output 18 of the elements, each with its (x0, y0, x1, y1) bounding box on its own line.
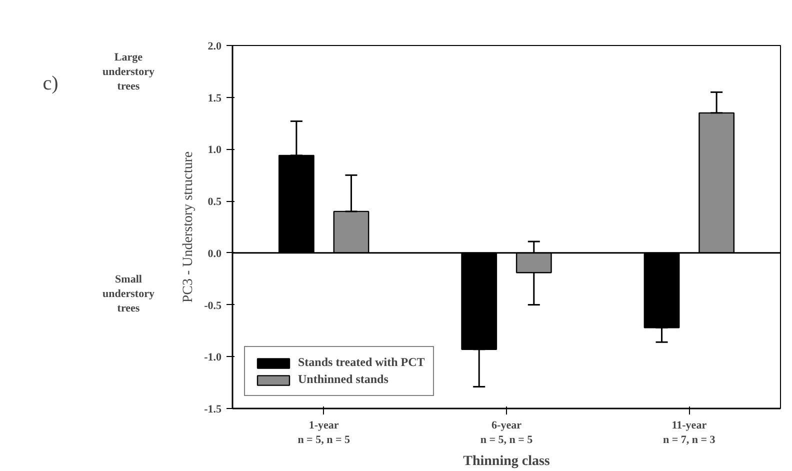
legend-label: Stands treated with PCT (298, 355, 425, 370)
legend-label: Unthinned stands (298, 372, 388, 387)
y-tick-label: -0.5 (204, 300, 222, 312)
y-axis-title: PC3 - Understory structure (181, 151, 196, 303)
x-tick-label: 1-year n = 5, n = 5 (298, 420, 350, 446)
x-tick-label: 6-year n = 5, n = 5 (480, 420, 534, 446)
y-tick-label: 1.0 (208, 144, 222, 156)
x-axis-title: Thinning class (463, 454, 550, 469)
text: Large understory trees (102, 52, 155, 92)
y-tick-label: 0.0 (208, 248, 222, 260)
y-tick-label: 0.5 (208, 196, 222, 208)
x-tick-label: 11-year n = 7, n = 3 (663, 420, 716, 446)
y-tick-label: -1.0 (204, 352, 222, 364)
text: Small understory trees (102, 274, 155, 314)
y-tick-label: 1.5 (208, 92, 222, 104)
text: c) (42, 72, 58, 94)
y-tick-label: -1.5 (204, 404, 222, 416)
y-tick-label: 2.0 (208, 40, 222, 52)
